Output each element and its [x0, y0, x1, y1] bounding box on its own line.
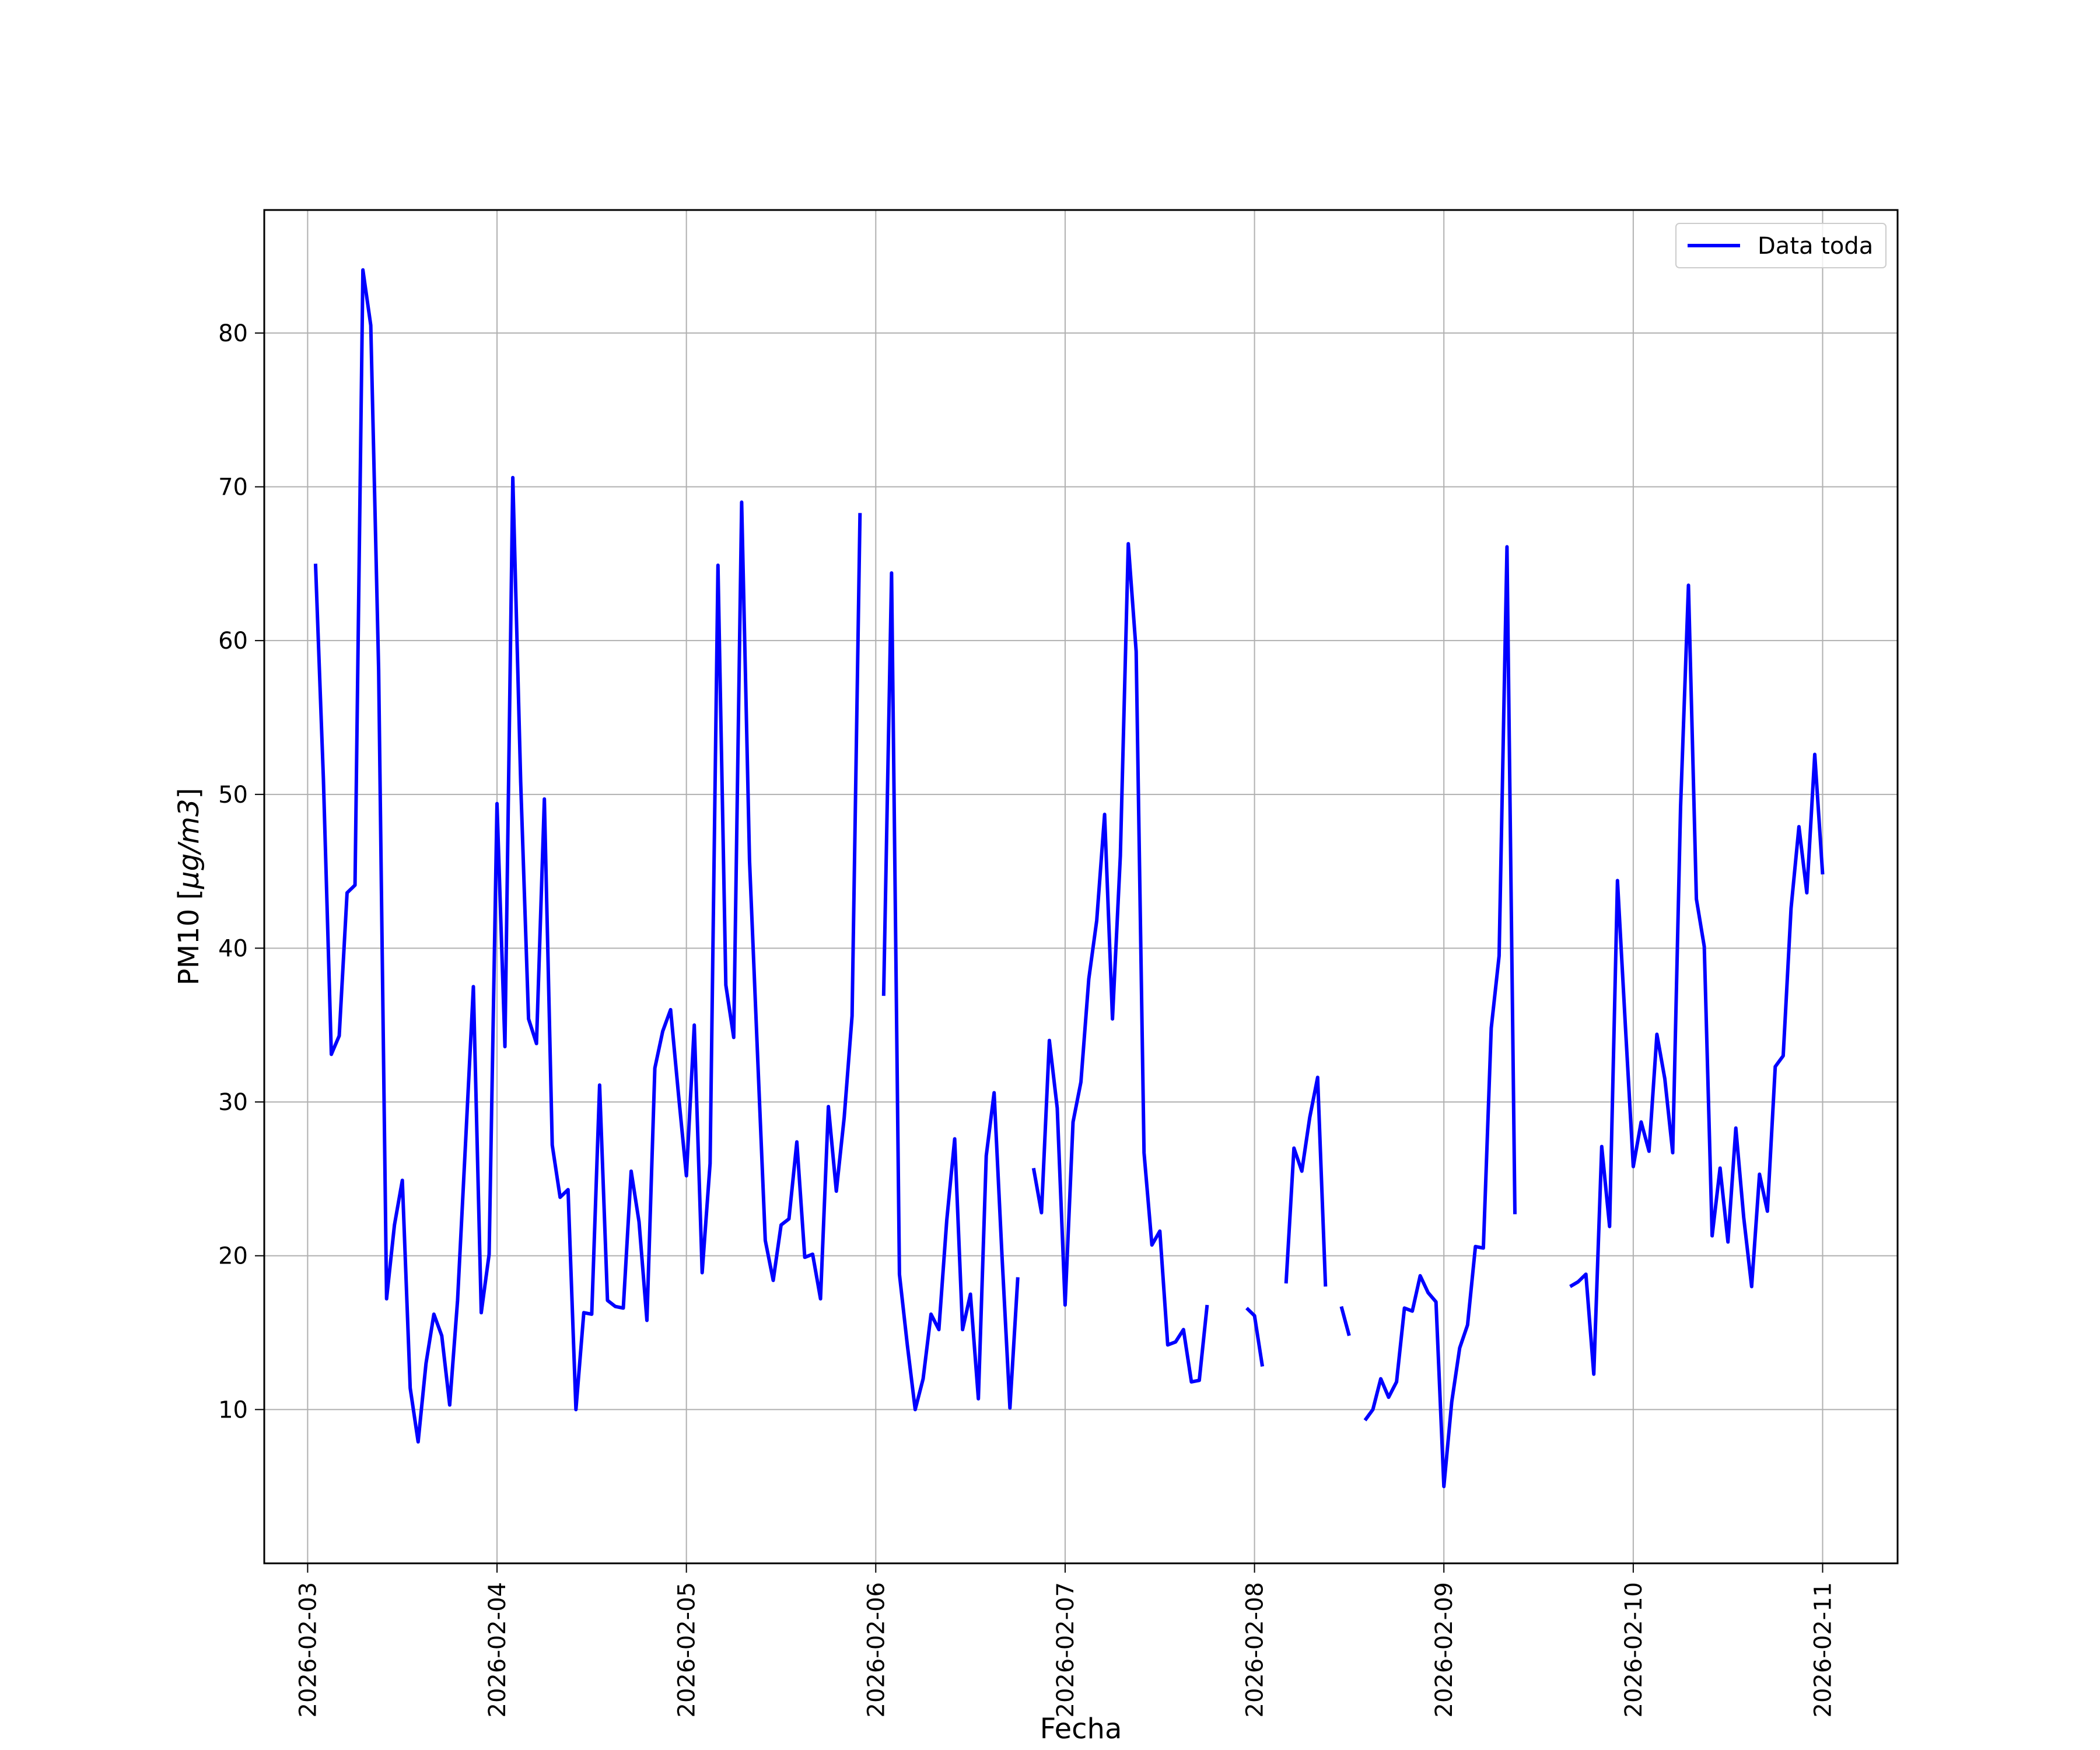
x-tick-label: 2026-02-07 — [1052, 1582, 1079, 1717]
y-tick-label: 40 — [218, 935, 248, 962]
y-tick-label: 60 — [218, 628, 248, 654]
y-tick-label: 50 — [218, 782, 248, 808]
y-axis: 10 20 30 40 50 60 70 80 — [218, 320, 264, 1423]
x-tick-label: 2026-02-03 — [295, 1582, 321, 1717]
y-tick-label: 10 — [218, 1396, 248, 1423]
series-line-segment — [1363, 545, 1517, 1489]
series-line-segment — [313, 268, 862, 1444]
x-axis-label: Fecha — [1040, 1713, 1122, 1745]
x-tick-label: 2026-02-06 — [863, 1582, 890, 1717]
grid — [264, 210, 1898, 1563]
x-tick-label: 2026-02-09 — [1431, 1582, 1458, 1717]
legend-label-data-toda: Data toda — [1758, 233, 1873, 260]
series-layer — [313, 268, 1825, 1489]
series-line-segment — [1569, 583, 1825, 1376]
series-line-segment — [881, 571, 1020, 1412]
y-axis-label-close: ] — [173, 788, 205, 799]
x-tick-label: 2026-02-04 — [484, 1582, 511, 1717]
x-tick-label: 2026-02-11 — [1810, 1582, 1836, 1717]
y-tick-label: 30 — [218, 1089, 248, 1116]
legend-box — [1675, 223, 1887, 268]
y-tick-label: 80 — [218, 320, 248, 347]
y-tick-label: 70 — [218, 474, 248, 501]
x-axis: 2026-02-03 2026-02-04 2026-02-05 2026-02-06… — [295, 1563, 1836, 1717]
y-axis-label: PM10 [μg/m3] — [173, 788, 205, 986]
legend: Data toda — [1675, 223, 1887, 268]
x-tick-label: 2026-02-10 — [1620, 1582, 1647, 1717]
series-line-segment — [1245, 1307, 1265, 1367]
y-axis-label-unit: μg/m3 — [173, 799, 205, 889]
plot-frame — [263, 209, 1899, 1564]
series-line-segment — [1339, 1306, 1351, 1336]
series-line-segment — [1284, 1075, 1328, 1287]
y-axis-label-main: PM10 [ — [173, 889, 205, 985]
x-tick-label: 2026-02-05 — [674, 1582, 701, 1717]
y-tick-label: 20 — [218, 1243, 248, 1270]
x-tick-label: 2026-02-08 — [1242, 1582, 1269, 1717]
series-line-segment — [1031, 542, 1209, 1384]
